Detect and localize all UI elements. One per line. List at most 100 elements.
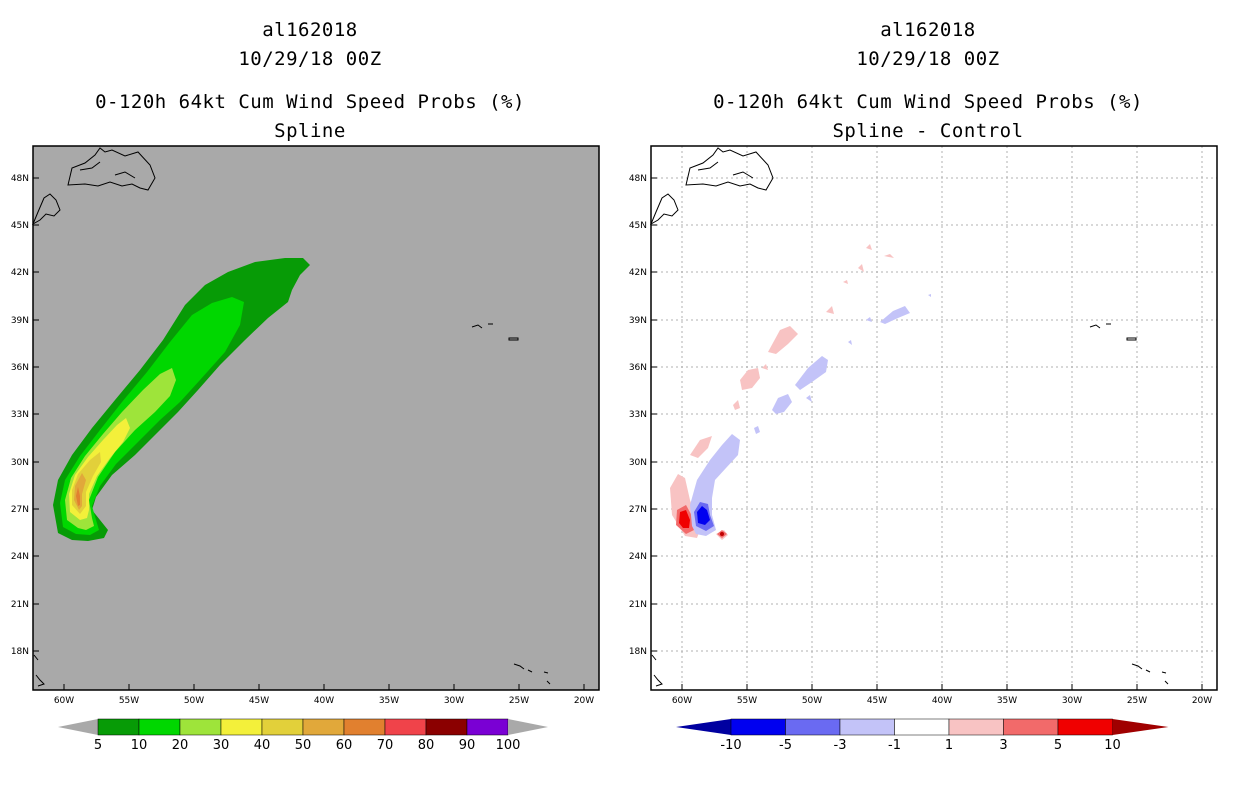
lon-label: 20W bbox=[1192, 696, 1212, 706]
right-colorbar: -10 -5 -3 -1 1 3 5 10 bbox=[676, 718, 1169, 753]
diff-negative-light bbox=[772, 394, 792, 414]
colorbar-label: 40 bbox=[254, 738, 271, 753]
prob-contour-20 bbox=[65, 368, 176, 530]
lat-label: 48N bbox=[11, 174, 29, 184]
right-gridlines bbox=[651, 146, 1217, 690]
lat-label: 45N bbox=[11, 221, 29, 231]
right-axis-ticks: 48N 45N 42N 39N 36N 33N 30N 27N 24N 21N 18N 60W 55W 5… bbox=[629, 174, 1212, 706]
diff-positive-light bbox=[690, 436, 712, 458]
diff-positive-light bbox=[768, 326, 798, 354]
lat-label: 45N bbox=[629, 221, 647, 231]
colorbar-label: 3 bbox=[999, 738, 1007, 753]
lat-label: 27N bbox=[629, 505, 647, 515]
right-product-title: 0-120h 64kt Cum Wind Speed Probs (%) bbox=[713, 91, 1143, 113]
lat-label: 36N bbox=[11, 363, 29, 373]
colorbar-label: 20 bbox=[172, 738, 189, 753]
lat-label: 30N bbox=[629, 458, 647, 468]
lat-label: 24N bbox=[629, 552, 647, 562]
left-product-title: 0-120h 64kt Cum Wind Speed Probs (%) bbox=[95, 91, 525, 113]
left-coastlines bbox=[31, 147, 551, 687]
colorbar-swatch bbox=[948, 718, 1004, 736]
right-subtitle: Spline - Control bbox=[832, 120, 1024, 142]
colorbar-lower-extension bbox=[676, 719, 731, 735]
lat-label: 48N bbox=[629, 174, 647, 184]
lon-label: 45W bbox=[867, 696, 887, 706]
colorbar-swatch bbox=[1057, 718, 1113, 736]
colorbar-swatch bbox=[785, 718, 841, 736]
lon-label: 25W bbox=[509, 696, 529, 706]
lat-label: 30N bbox=[11, 458, 29, 468]
prob-contour-60 bbox=[76, 487, 80, 506]
colorbar-label: -3 bbox=[834, 738, 847, 753]
lon-label: 40W bbox=[932, 696, 952, 706]
colorbar-label: 100 bbox=[496, 738, 521, 753]
colorbar-lower-extension bbox=[58, 719, 98, 735]
lon-label: 55W bbox=[737, 696, 757, 706]
lat-label: 42N bbox=[11, 268, 29, 278]
diff-positive-strong bbox=[720, 532, 724, 536]
colorbar-label: 80 bbox=[418, 738, 435, 753]
colorbar-label: 5 bbox=[1054, 738, 1062, 753]
right-map-background bbox=[651, 146, 1217, 690]
lon-label: 35W bbox=[379, 696, 399, 706]
colorbar-label: -10 bbox=[720, 738, 741, 753]
lon-label: 20W bbox=[574, 696, 594, 706]
left-subtitle: Spline bbox=[274, 120, 346, 142]
colorbar-label: 60 bbox=[336, 738, 353, 753]
colorbar-swatch bbox=[730, 718, 786, 736]
colorbar-label: 50 bbox=[295, 738, 312, 753]
colorbar-label: 10 bbox=[1104, 738, 1121, 753]
lat-label: 42N bbox=[629, 268, 647, 278]
colorbar-label: -1 bbox=[888, 738, 901, 753]
lon-label: 55W bbox=[119, 696, 139, 706]
colorbar-label: 70 bbox=[377, 738, 394, 753]
lat-label: 33N bbox=[629, 410, 647, 420]
diff-negative-light bbox=[795, 356, 828, 390]
right-map-frame bbox=[650, 145, 1218, 691]
right-map: 48N 45N 42N 39N 36N 33N 30N 27N 24N 21N 18N 60W 55W 5… bbox=[629, 145, 1218, 706]
left-colorbar: 5 10 20 30 40 50 60 70 80 90 100 bbox=[58, 718, 548, 753]
lon-label: 30W bbox=[444, 696, 464, 706]
right-storm-id: al162018 bbox=[880, 19, 976, 41]
colorbar-swatch bbox=[261, 718, 304, 736]
lat-label: 36N bbox=[629, 363, 647, 373]
colorbar-upper-extension bbox=[1112, 719, 1169, 735]
colorbar-swatch bbox=[425, 718, 468, 736]
lon-label: 40W bbox=[314, 696, 334, 706]
right-date: 10/29/18 00Z bbox=[856, 48, 1000, 70]
lat-label: 33N bbox=[11, 410, 29, 420]
diff-negative-light bbox=[880, 306, 910, 324]
right-coastlines bbox=[649, 147, 1169, 687]
left-axis-ticks: 48N 45N 42N 39N 36N 33N 30N 27N 24N 21N 18N 60W 55W 5… bbox=[11, 174, 594, 706]
left-map: 48N 45N 42N 39N 36N 33N 30N 27N 24N 21N 18N 60W 55W 5… bbox=[11, 145, 600, 706]
left-storm-id: al162018 bbox=[262, 19, 358, 41]
lon-label: 30W bbox=[1062, 696, 1082, 706]
colorbar-swatch bbox=[894, 718, 950, 736]
lat-label: 18N bbox=[11, 647, 29, 657]
lat-label: 21N bbox=[629, 600, 647, 610]
colorbar-swatch bbox=[302, 718, 345, 736]
colorbar-swatch bbox=[138, 718, 181, 736]
colorbar-upper-extension bbox=[508, 719, 548, 735]
left-map-frame bbox=[32, 145, 600, 691]
lat-label: 39N bbox=[11, 316, 29, 326]
diff-positive-light bbox=[740, 368, 760, 390]
lon-label: 60W bbox=[672, 696, 692, 706]
colorbar-swatch bbox=[97, 718, 140, 736]
lon-label: 60W bbox=[54, 696, 74, 706]
colorbar-label: 1 bbox=[945, 738, 953, 753]
colorbar-swatch bbox=[220, 718, 263, 736]
lon-label: 25W bbox=[1127, 696, 1147, 706]
colorbar-swatch bbox=[466, 718, 509, 736]
left-probability-swath bbox=[53, 258, 310, 541]
lon-label: 50W bbox=[184, 696, 204, 706]
colorbar-swatch bbox=[839, 718, 895, 736]
colorbar-label: 5 bbox=[94, 738, 102, 753]
right-difference-field bbox=[670, 244, 931, 540]
lat-label: 18N bbox=[629, 647, 647, 657]
colorbar-label: 10 bbox=[131, 738, 148, 753]
lat-label: 39N bbox=[629, 316, 647, 326]
lon-label: 35W bbox=[997, 696, 1017, 706]
lat-label: 24N bbox=[11, 552, 29, 562]
